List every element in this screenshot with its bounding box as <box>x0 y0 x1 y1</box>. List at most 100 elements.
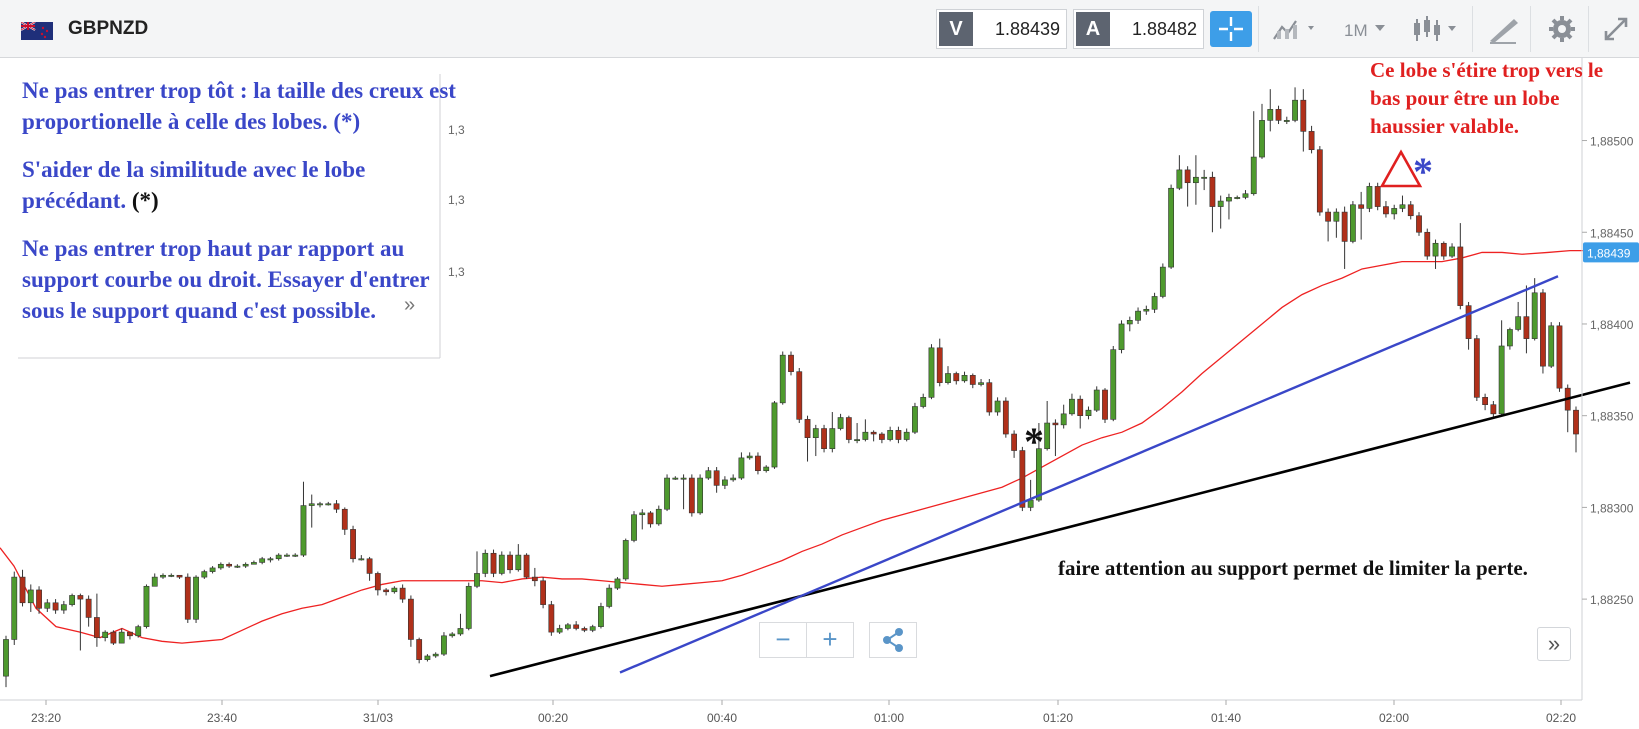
candle-body <box>812 428 819 438</box>
candle-body <box>383 589 390 593</box>
candle-body <box>416 639 423 660</box>
candle-body <box>259 558 266 563</box>
candle-body <box>457 628 464 635</box>
candle-body <box>1085 409 1092 416</box>
chart-area[interactable]: 1,88500 1,88450 1,88400 1,88350 1,88300 1,882… <box>0 58 1639 729</box>
candle-body <box>1333 211 1340 222</box>
candle-body <box>1135 310 1141 321</box>
candle-body <box>1077 398 1084 416</box>
candle-body <box>738 457 745 479</box>
candle-body <box>573 624 580 629</box>
candle-body <box>391 587 398 593</box>
draw-tool-button[interactable] <box>1482 11 1526 47</box>
candle-body <box>548 604 555 633</box>
instrument-symbol: GBPNZD <box>68 18 149 39</box>
share-button[interactable] <box>869 622 917 658</box>
crosshair-button[interactable] <box>1210 11 1252 47</box>
toolbar-divider <box>1258 6 1259 52</box>
candle-body <box>845 417 852 440</box>
candle-body <box>664 477 670 510</box>
candle-body <box>1515 316 1522 330</box>
candle-body <box>333 503 340 510</box>
candle-body <box>250 562 257 565</box>
settings-button[interactable] <box>1540 11 1584 47</box>
timeframe-label: 1M <box>1344 21 1368 40</box>
candle-style-button[interactable] <box>1410 11 1466 47</box>
candle-body <box>1399 204 1406 209</box>
candle-body <box>27 589 34 604</box>
candle-body <box>1465 305 1472 339</box>
black-star-marker: * <box>1024 419 1044 464</box>
sell-label: V <box>939 12 973 46</box>
candlestick-icon <box>1414 16 1456 41</box>
candle-body <box>1126 320 1133 325</box>
candle-body <box>680 477 687 480</box>
candle-body <box>366 558 373 574</box>
y-tick-label: 1,88450 <box>1590 226 1634 240</box>
candle-body <box>862 431 869 440</box>
candle-body <box>903 431 910 440</box>
candle-body <box>292 554 299 557</box>
candle-body <box>317 503 323 506</box>
blue-star-marker: * <box>1413 149 1433 194</box>
candle-body <box>242 563 249 567</box>
candle-body <box>713 470 720 486</box>
buy-price: 1.88482 <box>1132 19 1198 39</box>
candle-body <box>895 430 902 440</box>
candle-body <box>1110 349 1117 420</box>
chart-type-button[interactable] <box>1270 11 1328 47</box>
zoom-out-button[interactable]: − <box>759 622 807 658</box>
candle-body <box>1267 109 1274 121</box>
candle-body <box>160 574 166 578</box>
timeframe-button[interactable]: 1M <box>1340 11 1392 47</box>
candle-body <box>1168 187 1175 268</box>
buy-price-box[interactable]: A 1.88482 <box>1073 9 1204 49</box>
candle-body <box>507 554 513 571</box>
candle-body <box>1358 204 1365 209</box>
candle-body <box>1391 208 1398 215</box>
candle-body <box>441 635 447 655</box>
candle-body <box>1226 197 1232 202</box>
candle-body <box>1366 186 1373 209</box>
candle-body <box>1176 169 1183 189</box>
candle-body <box>482 552 489 574</box>
candles <box>3 87 1579 688</box>
expand-icon <box>1604 17 1628 41</box>
candle-body <box>961 375 968 382</box>
candle-body <box>878 433 885 440</box>
candle-body <box>3 639 9 677</box>
candle-body <box>523 554 530 578</box>
candle-body <box>490 552 497 574</box>
support-straight-line <box>489 381 1631 678</box>
candle-body <box>102 631 109 638</box>
candle-body <box>1143 308 1150 312</box>
sell-price-box[interactable]: V 1.88439 <box>936 9 1067 49</box>
scroll-forward-button[interactable]: » <box>1537 627 1571 661</box>
candle-body <box>870 431 877 435</box>
candle-body <box>1341 211 1348 242</box>
fullscreen-button[interactable] <box>1596 11 1636 47</box>
candle-body <box>730 477 737 481</box>
share-icon <box>883 628 903 652</box>
candle-body <box>763 466 770 472</box>
candle-body <box>226 563 233 567</box>
candle-body <box>598 606 604 627</box>
current-price-label: 1,88439 <box>1587 246 1631 260</box>
candle-body <box>1159 266 1166 297</box>
candle-body <box>1192 176 1199 184</box>
candle-body <box>1308 131 1315 151</box>
candle-body <box>358 558 365 561</box>
candle-body <box>209 567 216 572</box>
candle-body <box>1283 120 1290 122</box>
buy-label: A <box>1076 12 1110 46</box>
candle-body <box>118 631 125 644</box>
collapse-panel-button[interactable]: » <box>404 294 416 316</box>
candle-body <box>308 503 315 506</box>
zoom-in-button[interactable]: + <box>806 622 854 658</box>
candle-body <box>1259 120 1265 158</box>
price-chart[interactable]: 1,88500 1,88450 1,88400 1,88350 1,88300 1,882… <box>0 58 1639 729</box>
candle-body <box>1002 400 1009 435</box>
candle-body <box>193 576 199 620</box>
toolbar-divider <box>1472 6 1473 52</box>
x-tick-label: 01:40 <box>1211 711 1241 725</box>
